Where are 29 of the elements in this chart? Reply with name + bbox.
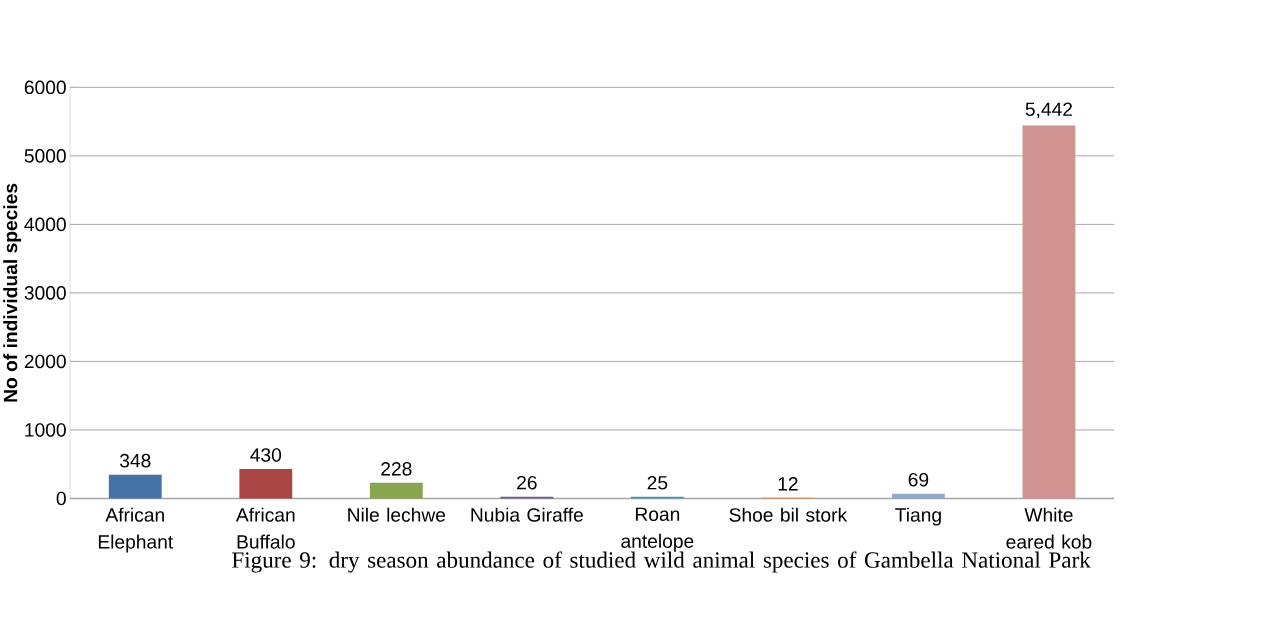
x-tick-label: Roan antelope xyxy=(621,507,694,552)
x-tick-label: Nile lechwe xyxy=(348,507,446,522)
y-tick-label: 4000 xyxy=(24,217,66,232)
x-tick-label: African Elephant xyxy=(98,507,174,553)
data-label: 26 xyxy=(517,475,537,490)
x-tick-label: White eared kob xyxy=(1006,507,1092,549)
data-label: 348 xyxy=(119,453,151,468)
x-tick-label: Tiang xyxy=(895,507,941,526)
y-tick-label: 1000 xyxy=(25,423,66,437)
bar xyxy=(239,468,293,499)
x-tick-label: Shoe bil stork xyxy=(729,507,848,522)
data-label: 5,442 xyxy=(1025,102,1073,119)
bar xyxy=(1022,125,1076,499)
y-tick-label: 0 xyxy=(56,491,66,506)
x-tick-label: African Buffalo xyxy=(235,507,295,549)
y-tick-label: 2000 xyxy=(24,354,66,369)
y-tick-label: 3000 xyxy=(24,286,66,300)
data-label: 430 xyxy=(250,448,282,462)
data-label: 12 xyxy=(778,476,798,491)
y-axis-title: No of individual species xyxy=(3,183,22,402)
data-label: 69 xyxy=(908,472,929,487)
y-tick-label: 6000 xyxy=(24,80,66,95)
data-label: 228 xyxy=(381,461,412,476)
y-tick-label: 5000 xyxy=(24,148,66,163)
data-label: 25 xyxy=(647,475,668,490)
bar xyxy=(369,482,423,499)
bar xyxy=(108,474,162,499)
text: Figure 9: dry season abundance of studied wild animal species of Gambella National Park xyxy=(232,551,1091,573)
x-tick-label: Nubia Giraffe xyxy=(471,507,583,522)
